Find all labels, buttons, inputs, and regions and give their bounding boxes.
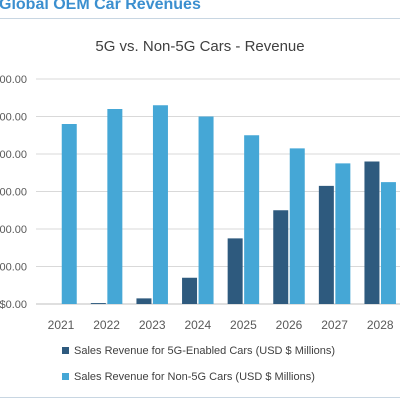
x-tick-label: 2025	[230, 318, 257, 332]
bar-non-5g	[198, 116, 214, 304]
y-tick-label: $0.00	[0, 299, 27, 311]
legend-swatch	[62, 372, 69, 380]
bar-non-5g	[289, 148, 305, 304]
bar-5g	[364, 161, 380, 304]
y-tick-label: $50,000.00	[0, 112, 27, 124]
bar-5g	[136, 298, 152, 304]
y-tick-label: $20,000.00	[0, 224, 27, 236]
bar-non-5g	[380, 182, 396, 304]
legend-label: Sales Revenue for 5G-Enabled Cars (USD $…	[74, 345, 336, 357]
bar-non-5g	[152, 105, 168, 304]
legend-item: Sales Revenue for 5G-Enabled Cars (USD $…	[62, 345, 335, 357]
legend-swatch	[62, 346, 69, 354]
footer-divider	[0, 397, 400, 398]
header: Global OEM Car Revenues	[0, 0, 400, 19]
bar-5g	[273, 210, 289, 304]
header-title: Global OEM Car Revenues	[0, 0, 201, 13]
y-tick-label: $10,000.00	[0, 262, 27, 274]
chart-title: 5G vs. Non-5G Cars - Revenue	[95, 38, 305, 55]
legend-item: Sales Revenue for Non-5G Cars (USD $ Mil…	[62, 371, 315, 383]
bar-5g	[318, 185, 334, 304]
x-tick-label: 2024	[184, 318, 211, 332]
bar-5g	[90, 303, 106, 304]
legend-label: Sales Revenue for Non-5G Cars (USD $ Mil…	[74, 371, 315, 383]
bar-non-5g	[107, 109, 123, 304]
x-tick-label: 2027	[321, 318, 348, 332]
bar-non-5g	[335, 163, 351, 304]
x-tick-label: 2023	[139, 318, 166, 332]
x-tick-label: 2022	[93, 318, 120, 332]
bar-5g	[227, 238, 243, 304]
bar-non-5g	[244, 135, 260, 304]
x-tick-label: 2028	[367, 318, 394, 332]
bar-5g	[182, 277, 198, 304]
header-divider	[0, 18, 400, 19]
x-tick-label: 2021	[48, 318, 75, 332]
bar-non-5g	[61, 124, 77, 304]
y-tick-label: $40,000.00	[0, 149, 27, 161]
y-tick-label: $60,000.00	[0, 74, 27, 86]
y-tick-label: $30,000.00	[0, 187, 27, 199]
x-tick-label: 2026	[276, 318, 303, 332]
